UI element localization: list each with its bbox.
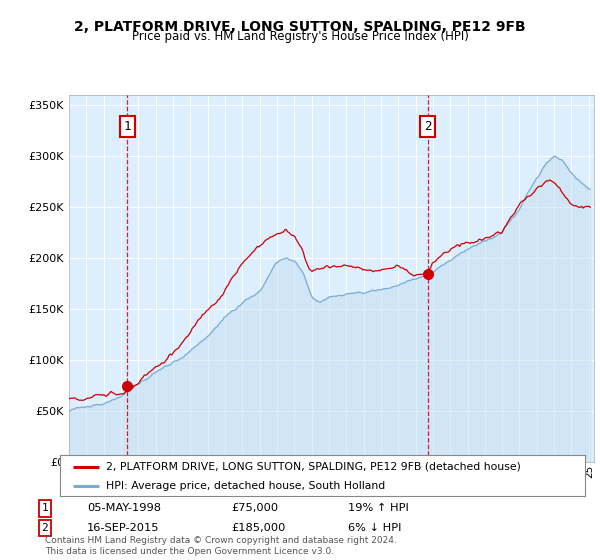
Text: £75,000: £75,000 [231,503,278,514]
Text: 1: 1 [124,120,131,133]
Text: 2, PLATFORM DRIVE, LONG SUTTON, SPALDING, PE12 9FB: 2, PLATFORM DRIVE, LONG SUTTON, SPALDING… [74,20,526,34]
Text: 2, PLATFORM DRIVE, LONG SUTTON, SPALDING, PE12 9FB (detached house): 2, PLATFORM DRIVE, LONG SUTTON, SPALDING… [106,461,521,472]
Text: 6% ↓ HPI: 6% ↓ HPI [348,523,401,533]
Text: Contains HM Land Registry data © Crown copyright and database right 2024.
This d: Contains HM Land Registry data © Crown c… [45,536,397,556]
Text: HPI: Average price, detached house, South Holland: HPI: Average price, detached house, Sout… [106,480,385,491]
Text: 05-MAY-1998: 05-MAY-1998 [87,503,161,514]
Text: £185,000: £185,000 [231,523,286,533]
Text: Price paid vs. HM Land Registry's House Price Index (HPI): Price paid vs. HM Land Registry's House … [131,30,469,43]
Text: 2: 2 [424,120,431,133]
Text: 16-SEP-2015: 16-SEP-2015 [87,523,160,533]
Text: 1: 1 [41,503,49,514]
Text: 2: 2 [41,523,49,533]
Text: 19% ↑ HPI: 19% ↑ HPI [348,503,409,514]
